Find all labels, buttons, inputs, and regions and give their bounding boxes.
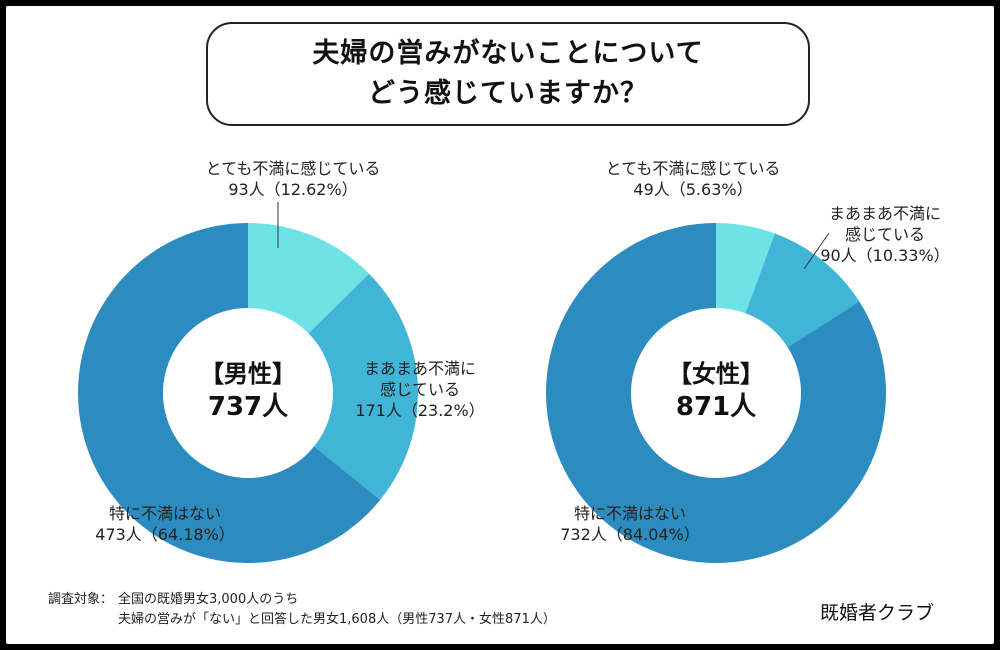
center-label-male: 【男性】 737人 bbox=[163, 358, 333, 424]
slice-count-text: 49人（5.63%） bbox=[633, 180, 753, 199]
slice-label-text: 特に不満はない bbox=[108, 504, 221, 523]
slice-count-text: 90人（10.33%） bbox=[820, 246, 950, 265]
center-total-male: 737人 bbox=[207, 392, 289, 422]
slice-label-male-somewhat-dissatisfied: まあまあ不満に 感じている 171人（23.2%） bbox=[330, 358, 510, 421]
donut-slice-female-not-dissatisfied bbox=[546, 223, 886, 563]
slice-label-text: まあまあ不満に bbox=[363, 359, 476, 378]
slice-label-text: 感じている bbox=[379, 380, 460, 399]
slice-label-female-very-dissatisfied: とても不満に感じている 49人（5.63%） bbox=[593, 158, 793, 200]
donut-slice-female-somewhat-dissatisfied bbox=[745, 233, 860, 348]
donut-slice-male-not-dissatisfied bbox=[78, 223, 381, 563]
slice-count-text: 473人（64.18%） bbox=[95, 525, 235, 544]
title-box: 夫婦の営みがないことについて どう感じていますか？ bbox=[206, 22, 810, 126]
slice-label-male-very-dissatisfied: とても不満に感じている 93人（12.62%） bbox=[193, 158, 393, 200]
slice-label-text: とても不満に感じている bbox=[605, 159, 781, 178]
slice-count-text: 171人（23.2%） bbox=[355, 401, 485, 420]
leader-line-female-somewhat bbox=[803, 232, 830, 270]
donut-slice-female-very-dissatisfied bbox=[716, 223, 775, 314]
slice-label-female-not-dissatisfied: 特に不満はない 732人（84.04%） bbox=[545, 503, 715, 545]
center-category-female: 【女性】 bbox=[668, 360, 764, 388]
brand-name: 既婚者クラブ bbox=[819, 602, 934, 624]
slice-label-female-somewhat-dissatisfied: まあまあ不満に 感じている 90人（10.33%） bbox=[810, 203, 960, 266]
donut-slice-male-very-dissatisfied bbox=[248, 223, 370, 334]
footnote-key: 調査対象： bbox=[48, 592, 114, 607]
slice-count-text: 93人（12.62%） bbox=[228, 180, 358, 199]
center-label-female: 【女性】 871人 bbox=[631, 358, 801, 424]
footnote-line-1: 全国の既婚男女3,000人のうち bbox=[118, 592, 299, 607]
footnote-line-2: 夫婦の営みが「ない」と回答した男女1,608人（男性737人・女性871人） bbox=[118, 612, 556, 627]
survey-footnote: 調査対象： 全国の既婚男女3,000人のうち 夫婦の営みが「ない」と回答した男女… bbox=[48, 590, 556, 630]
slice-label-text: まあまあ不満に bbox=[828, 204, 941, 223]
center-category-male: 【男性】 bbox=[200, 360, 296, 388]
slice-label-text: とても不満に感じている bbox=[205, 159, 381, 178]
center-total-female: 871人 bbox=[675, 392, 757, 422]
slice-label-male-not-dissatisfied: 特に不満はない 473人（64.18%） bbox=[80, 503, 250, 545]
donut-slice-male-somewhat-dissatisfied bbox=[308, 273, 419, 500]
slice-label-text: 感じている bbox=[844, 225, 925, 244]
donut-female bbox=[546, 223, 886, 563]
donut-male bbox=[78, 223, 419, 563]
title-line-1: 夫婦の営みがないことについて bbox=[312, 38, 704, 69]
slice-label-text: 特に不満はない bbox=[573, 504, 686, 523]
slice-count-text: 732人（84.04%） bbox=[560, 525, 700, 544]
title-line-2: どう感じていますか？ bbox=[368, 78, 648, 109]
